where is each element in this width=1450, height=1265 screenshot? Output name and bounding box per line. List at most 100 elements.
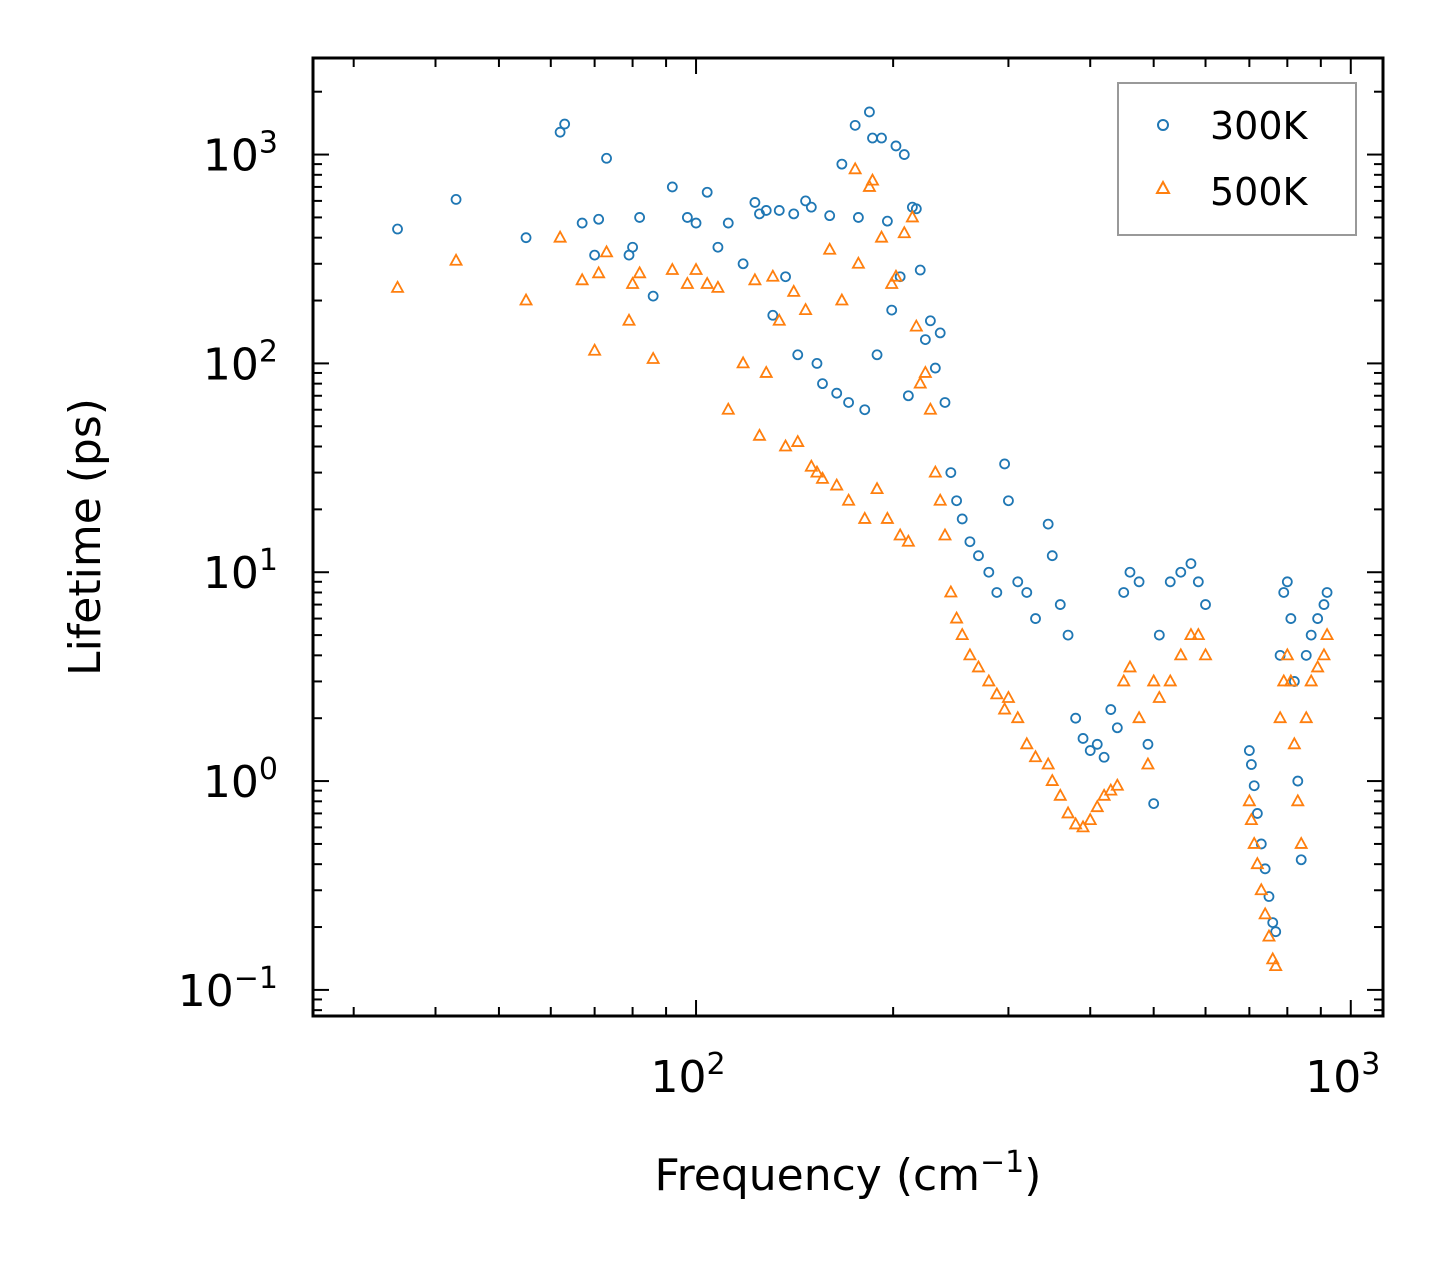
data-point [973, 550, 984, 562]
data-point [939, 397, 951, 408]
data-point [752, 427, 767, 441]
data-point [851, 255, 866, 269]
data-point [1268, 958, 1283, 972]
plot-frame [311, 56, 1385, 1018]
series-300k [392, 106, 1333, 938]
data-point [599, 244, 614, 258]
data-point [1030, 613, 1041, 624]
data-point [1068, 816, 1083, 830]
data-point [1001, 690, 1016, 703]
data-point [1191, 627, 1206, 641]
data-point [949, 610, 964, 624]
data-point [945, 467, 957, 478]
data-point [1312, 613, 1324, 624]
data-point [722, 217, 734, 229]
y-tick-label: 10−1 [178, 961, 278, 1017]
data-point [737, 258, 749, 270]
data-point [1273, 710, 1288, 724]
x-tick-label: 102 [650, 1047, 725, 1103]
data-point [1258, 906, 1273, 920]
data-point [1285, 613, 1297, 624]
data-point [1248, 780, 1260, 792]
data-point [836, 158, 848, 170]
data-point [943, 584, 958, 598]
data-point [1021, 587, 1033, 598]
data-point [1164, 576, 1176, 588]
data-point [991, 587, 1003, 598]
y-tick-label: 103 [203, 126, 278, 182]
data-point [1083, 812, 1098, 826]
data-point [901, 533, 916, 547]
data-point [712, 241, 724, 253]
data-point [913, 375, 928, 389]
data-point [811, 358, 823, 369]
data-point [760, 205, 772, 216]
data-point [822, 241, 837, 255]
data-point [918, 365, 933, 378]
data-point [897, 225, 912, 239]
data-point [1290, 793, 1305, 807]
data-point [1090, 799, 1105, 813]
data-point [589, 249, 601, 261]
data-point [736, 355, 751, 369]
x-axis-title-suffix: ) [1024, 1150, 1041, 1201]
data-point [632, 265, 647, 279]
data-point [1280, 647, 1295, 661]
data-point [1118, 587, 1130, 598]
data-point [1175, 566, 1187, 578]
data-point [1243, 745, 1255, 756]
data-point [983, 566, 995, 578]
x-tick-label: 103 [1305, 1047, 1380, 1103]
data-point [874, 229, 889, 243]
data-point [929, 362, 941, 374]
data-point [634, 212, 646, 223]
data-point [749, 197, 761, 208]
data-point [1124, 566, 1136, 578]
data-point [519, 292, 534, 306]
data-point [951, 495, 962, 507]
data-point [1267, 917, 1279, 929]
series-500k [390, 161, 1335, 972]
data-point [790, 434, 805, 447]
data-point [449, 252, 464, 266]
data-point [1320, 627, 1335, 641]
data-point [647, 290, 659, 302]
data-point [1270, 926, 1282, 938]
data-point [902, 390, 914, 402]
data-point [576, 217, 588, 229]
data-point [1281, 576, 1293, 588]
data-point [798, 302, 813, 315]
data-point [1028, 749, 1043, 763]
data-point [681, 212, 693, 223]
data-point [1148, 798, 1160, 810]
data-point [1321, 587, 1333, 598]
data-point [989, 686, 1004, 700]
data-point [593, 213, 605, 225]
data-point [815, 470, 830, 484]
data-point [1041, 756, 1056, 770]
data-point [778, 438, 793, 452]
data-point [981, 673, 996, 687]
data-point [1091, 738, 1103, 750]
data-point [759, 365, 774, 378]
data-point [1045, 773, 1060, 786]
data-point [1310, 659, 1325, 673]
data-point [689, 262, 704, 275]
data-point [871, 349, 883, 361]
legend-box [1117, 82, 1357, 236]
data-point [888, 268, 903, 282]
data-point [964, 536, 976, 548]
data-point [956, 513, 968, 525]
data-point [884, 276, 899, 289]
data-point [1132, 710, 1147, 724]
x-axis-title-text: Frequency (cm [655, 1150, 981, 1201]
data-point [1003, 495, 1014, 507]
data-point [1247, 836, 1262, 849]
y-axis-title: Lifetime (ps) [60, 398, 111, 676]
data-point [905, 209, 920, 223]
data-point [893, 527, 908, 541]
data-point [1287, 736, 1302, 750]
data-point [1283, 673, 1298, 687]
legend: 300K 500K [1117, 82, 1357, 236]
data-point [999, 458, 1011, 470]
